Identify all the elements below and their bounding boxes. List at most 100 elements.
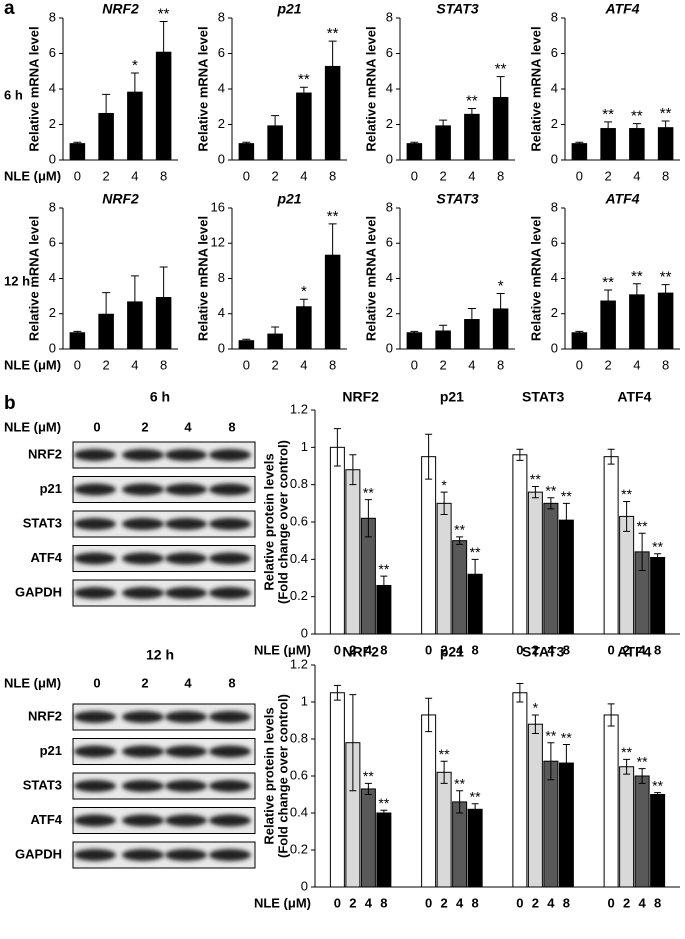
bar xyxy=(629,294,645,349)
y-tick-label: 0.2 xyxy=(290,588,308,603)
bar xyxy=(603,456,619,635)
x-tick-label: 0 xyxy=(411,357,418,372)
y-tick-label: 12 xyxy=(211,235,225,250)
error-bar xyxy=(380,809,388,817)
y-tick-label: 0 xyxy=(386,340,393,355)
bar xyxy=(512,692,528,888)
significance: ** xyxy=(470,544,481,560)
bar xyxy=(69,143,86,160)
bar xyxy=(267,125,283,160)
blot-band xyxy=(209,849,251,861)
y-tick-label: 6 xyxy=(386,45,393,60)
blot-band xyxy=(209,483,251,496)
significance: ** xyxy=(631,108,643,125)
blot-band xyxy=(74,745,116,758)
significance: ** xyxy=(545,482,556,498)
error-bar xyxy=(102,93,111,133)
significance: ** xyxy=(631,268,643,285)
error-bar xyxy=(623,758,631,775)
blot-band xyxy=(122,849,164,861)
blot-band xyxy=(209,711,251,723)
x-tick-label: 2 xyxy=(605,357,612,372)
bar xyxy=(543,502,559,635)
error-bar xyxy=(299,86,308,99)
y-tick-label: 8 xyxy=(551,9,558,24)
error-bar xyxy=(456,790,464,814)
chart-title: STAT3 xyxy=(436,191,478,207)
blot-band xyxy=(209,518,251,530)
error-bar xyxy=(562,502,570,538)
blot-band xyxy=(122,587,164,599)
blot-band xyxy=(165,449,207,461)
bar xyxy=(619,515,635,635)
error-bar xyxy=(242,141,251,145)
y-tick-label: 0 xyxy=(218,340,225,355)
x-tick-label: 0 xyxy=(608,642,615,657)
y-tick-label: 8 xyxy=(551,199,558,214)
y-tick-label: 8 xyxy=(218,9,225,24)
bar xyxy=(492,308,509,349)
y-tick-label: 8 xyxy=(386,9,393,24)
x-tick-label: 8 xyxy=(497,168,504,183)
blot-band xyxy=(209,745,251,758)
significance: ** xyxy=(470,788,481,804)
significance: ** xyxy=(327,25,339,42)
blot-band xyxy=(74,587,116,599)
y-tick-label: 1.2 xyxy=(290,401,308,416)
bar xyxy=(69,332,86,349)
y-tick-label: 6 xyxy=(49,235,56,250)
significance: ** xyxy=(545,727,556,743)
lane-label: 4 xyxy=(184,675,192,690)
blot-row-label: p21 xyxy=(40,481,62,496)
x-tick-label: 0 xyxy=(334,895,341,910)
blot-row-label: GAPDH xyxy=(15,846,62,861)
y-tick-label: 4 xyxy=(218,80,225,95)
y-tick-label: 16 xyxy=(211,199,225,214)
significance: ** xyxy=(363,768,374,784)
error-bar xyxy=(547,742,555,781)
bar xyxy=(650,794,666,888)
blot-x-label: NLE (μM) xyxy=(4,419,61,434)
significance: ** xyxy=(602,274,614,291)
bar xyxy=(600,300,616,349)
y-tick-label: 0 xyxy=(49,151,56,166)
significance: ** xyxy=(466,92,478,109)
blot-band xyxy=(74,711,116,723)
error-bar xyxy=(467,307,476,331)
bar xyxy=(452,801,468,888)
chart-title: p21 xyxy=(276,1,301,17)
x-tick-label: 8 xyxy=(380,895,387,910)
blot-band xyxy=(165,711,207,723)
y-tick-label: 6 xyxy=(551,235,558,250)
blot-band xyxy=(74,814,116,827)
y-tick-label: 0.8 xyxy=(290,476,308,491)
y-tick-label: 4 xyxy=(551,270,558,285)
error-bar xyxy=(73,141,82,145)
blot-title: 12 h xyxy=(146,647,174,663)
bar xyxy=(238,143,255,160)
bar xyxy=(376,812,392,888)
blot-band xyxy=(209,449,251,461)
bar xyxy=(492,96,509,160)
blot-title: 6 h xyxy=(150,389,170,405)
significance: * xyxy=(132,57,138,74)
blot-band xyxy=(122,483,164,496)
significance: ** xyxy=(454,522,465,538)
blot-band xyxy=(165,552,207,565)
blot-band xyxy=(165,814,207,827)
group-title: ATF4 xyxy=(617,389,651,405)
y-tick-label: 2 xyxy=(49,305,56,320)
x-tick-label: 8 xyxy=(160,357,167,372)
blot-band xyxy=(74,780,116,792)
y-tick-label: 4 xyxy=(386,80,393,95)
bar xyxy=(238,340,255,349)
blot-band xyxy=(74,518,116,530)
y-tick-label: 2 xyxy=(551,305,558,320)
group-title: p21 xyxy=(440,389,464,405)
x-tick-label: 2 xyxy=(103,168,110,183)
significance: * xyxy=(441,477,447,493)
chart-title: NRF2 xyxy=(102,191,139,207)
x-tick-label: 8 xyxy=(160,168,167,183)
error-bar xyxy=(349,694,357,792)
y-tick-label: 0.6 xyxy=(290,767,308,782)
